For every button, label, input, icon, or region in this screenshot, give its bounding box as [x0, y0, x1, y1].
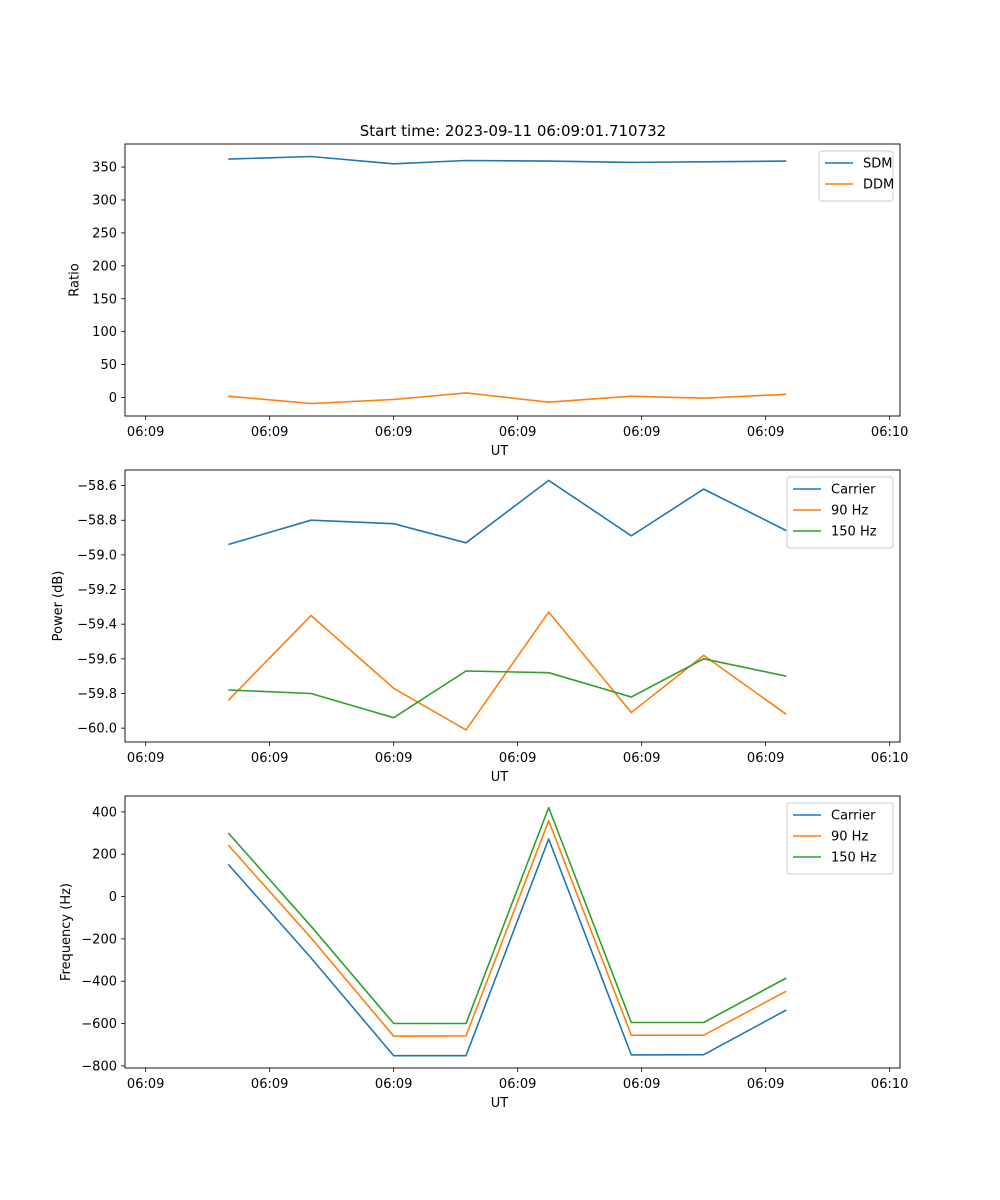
series-line-sdm	[228, 155, 787, 165]
legend-label: SDM	[863, 157, 892, 172]
legend-label: Carrier	[831, 483, 876, 498]
x-tick-label: 06:10	[871, 425, 908, 440]
y-tick-label: 250	[92, 226, 117, 241]
legend: SDM DDM	[818, 150, 894, 202]
y-tick-label: −800	[81, 1059, 117, 1074]
x-tick-label: 06:09	[127, 751, 164, 766]
x-tick-label: 06:09	[251, 751, 288, 766]
plot-frame	[124, 795, 901, 1069]
x-tick-label: 06:09	[127, 425, 164, 440]
x-tick-label: 06:09	[623, 751, 660, 766]
chart-panel-1: 06:09 06:09 06:09 06:09 06:09 06:09 06:10 0 50 10…	[67, 143, 908, 459]
legend-label: 150 Hz	[831, 525, 877, 540]
y-tick-label: −59.6	[77, 652, 117, 667]
x-tick-label: 06:10	[871, 1077, 908, 1092]
x-tick-label: 06:10	[871, 751, 908, 766]
y-tick-label: −200	[81, 932, 117, 947]
x-tick-label: 06:09	[623, 1077, 660, 1092]
legend-label: 90 Hz	[831, 504, 868, 519]
y-tick-label: 150	[92, 292, 117, 307]
x-tick-label: 06:09	[499, 425, 536, 440]
y-tick-label: −60.0	[77, 722, 117, 737]
series-line-90-hz	[227, 819, 787, 1037]
legend-label: 150 Hz	[831, 851, 877, 866]
x-tick-label: 06:09	[375, 751, 412, 766]
x-tick-label: 06:09	[251, 1077, 288, 1092]
plot-area	[125, 470, 900, 742]
x-tick-label: 06:09	[747, 751, 784, 766]
y-axis-label: Ratio	[67, 263, 82, 296]
figure-title: Start time: 2023-09-11 06:09:01.710732	[360, 122, 666, 140]
y-tick-label: −59.4	[77, 618, 117, 633]
y-tick-label: −59.8	[77, 687, 117, 702]
x-tick-label: 06:09	[375, 1077, 412, 1092]
legend-label: 90 Hz	[831, 830, 868, 845]
x-axis-label: UT	[491, 770, 509, 785]
y-tick-label: 100	[92, 325, 117, 340]
y-tick-label: 50	[100, 358, 117, 373]
plot-frame	[124, 469, 901, 743]
y-tick-label: 400	[92, 805, 117, 820]
x-tick-label: 06:09	[127, 1077, 164, 1092]
plot-frame	[124, 143, 901, 417]
y-axis-label: Power (dB)	[51, 571, 66, 642]
series-line-ddm	[228, 392, 787, 405]
x-tick-label: 06:09	[499, 751, 536, 766]
y-tick-label: 0	[109, 391, 117, 406]
y-tick-label: −600	[81, 1017, 117, 1032]
y-tick-label: 350	[92, 161, 117, 176]
y-tick-label: 200	[92, 848, 117, 863]
x-tick-label: 06:09	[747, 425, 784, 440]
series-line-carrier	[228, 479, 787, 546]
y-axis-label: Frequency (Hz)	[59, 883, 74, 981]
legend: Carrier 90 Hz 150 Hz	[786, 476, 894, 549]
x-axis-label: UT	[491, 1096, 509, 1111]
y-tick-label: −59.0	[77, 548, 117, 563]
y-tick-label: −58.8	[77, 514, 117, 529]
y-tick-label: −400	[81, 975, 117, 990]
chart-panel-2: 06:09 06:09 06:09 06:09 06:09 06:09 06:10 −60.0…	[51, 469, 908, 785]
series-line-150-hz	[227, 806, 787, 1025]
x-tick-label: 06:09	[499, 1077, 536, 1092]
y-tick-label: 300	[92, 193, 117, 208]
chart-panel-3: 06:09 06:09 06:09 06:09 06:09 06:09 06:10 −800 −…	[59, 795, 908, 1111]
y-tick-label: −58.6	[77, 479, 117, 494]
x-axis-label: UT	[491, 444, 509, 459]
x-tick-label: 06:09	[623, 425, 660, 440]
chart-panels: 06:09 06:09 06:09 06:09 06:09 06:09 06:10 0 50 10…	[51, 143, 908, 1111]
x-tick-label: 06:09	[251, 425, 288, 440]
legend-label: DDM	[863, 178, 894, 193]
plot-area	[125, 144, 900, 416]
y-tick-label: 200	[92, 259, 117, 274]
y-tick-label: 0	[109, 890, 117, 905]
x-tick-label: 06:09	[747, 1077, 784, 1092]
legend: Carrier 90 Hz 150 Hz	[786, 802, 894, 875]
series-line-carrier	[227, 838, 787, 1057]
y-tick-label: −59.2	[77, 583, 117, 598]
series-line-150-hz	[228, 657, 787, 719]
x-tick-label: 06:09	[375, 425, 412, 440]
legend-label: Carrier	[831, 809, 876, 824]
